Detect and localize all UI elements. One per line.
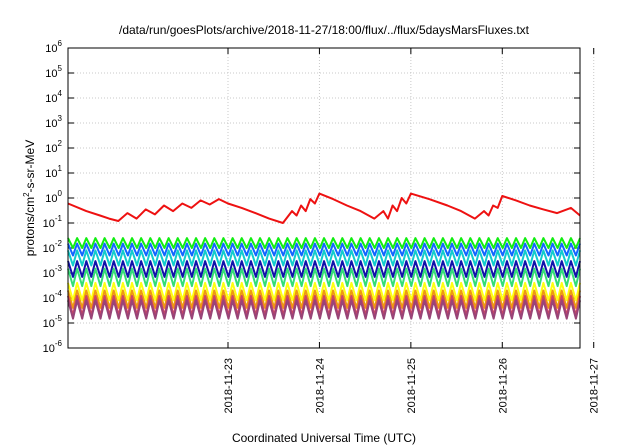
series-line-8 — [67, 289, 581, 309]
series-line-6 — [67, 267, 581, 288]
y-tick-label: 10-1 — [43, 214, 63, 230]
x-tick-label: 2018-11-24 — [314, 358, 326, 413]
y-tick-label: 10-2 — [43, 239, 63, 255]
y-tick-label: 10-3 — [43, 264, 63, 280]
x-tick-label: 2018-11-26 — [497, 358, 509, 413]
x-tick-label: 2018-11-27 — [589, 358, 601, 413]
series-line-1 — [67, 192, 581, 224]
y-tick-label: 105 — [45, 64, 62, 80]
y-tick-label: 10-6 — [43, 339, 63, 355]
y-tick-label: 102 — [45, 139, 62, 155]
y-tick-label: 104 — [45, 89, 62, 105]
chart-title: /data/run/goesPlots/archive/2018-11-27/1… — [119, 23, 530, 37]
series-line-4 — [67, 249, 581, 267]
x-tick-label: 2018-11-23 — [223, 358, 235, 413]
series-line-2 — [67, 237, 581, 249]
y-tick-label: 10-4 — [43, 289, 63, 305]
series-line-7 — [67, 281, 581, 302]
x-axis-ticks: 2018-11-23 2018-11-24 2018-11-25 2018-11-26… — [223, 48, 601, 413]
plot-frame — [67, 47, 581, 349]
series-layer — [67, 192, 581, 320]
series-line-3 — [67, 242, 581, 257]
y-tick-label: 101 — [45, 164, 62, 180]
series-line-10 — [67, 299, 581, 320]
series-line-5 — [67, 260, 581, 278]
x-tick-label: 2018-11-25 — [406, 358, 418, 413]
x-axis-label: Coordinated Universal Time (UTC) — [232, 431, 416, 445]
y-tick-label: 10-5 — [43, 314, 63, 330]
y-tick-label: 100 — [45, 189, 62, 205]
y-axis-label: protons/cm2-s-sr-MeV — [22, 140, 37, 256]
y-tick-label: 103 — [45, 114, 62, 130]
y-tick-label: 106 — [45, 39, 62, 55]
